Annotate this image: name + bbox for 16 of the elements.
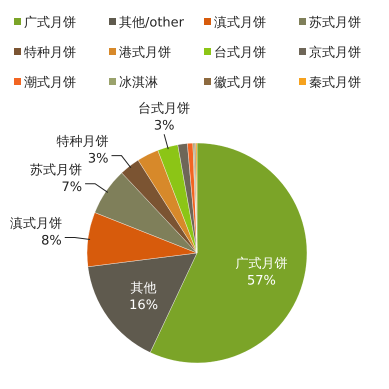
data-label: 台式月饼 3%	[138, 101, 190, 134]
legend-label: 京式月饼	[309, 46, 361, 60]
legend-label: 特种月饼	[24, 46, 76, 60]
legend-label: 潮式月饼	[24, 76, 76, 90]
data-label: 滇式月饼 8%	[10, 216, 62, 249]
legend-label: 苏式月饼	[309, 16, 361, 30]
legend-label: 港式月饼	[119, 46, 171, 60]
legend-label: 广式月饼	[24, 16, 76, 30]
legend-label: 台式月饼	[214, 46, 266, 60]
legend-label: 滇式月饼	[214, 16, 266, 30]
legend-label: 其他/other	[119, 16, 185, 30]
data-label: 其他 16%	[129, 280, 158, 313]
legend-label: 秦式月饼	[309, 76, 361, 90]
legend-label: 徽式月饼	[214, 76, 266, 90]
legend-label: 冰淇淋	[119, 76, 158, 90]
data-label: 广式月饼 57%	[235, 256, 288, 288]
